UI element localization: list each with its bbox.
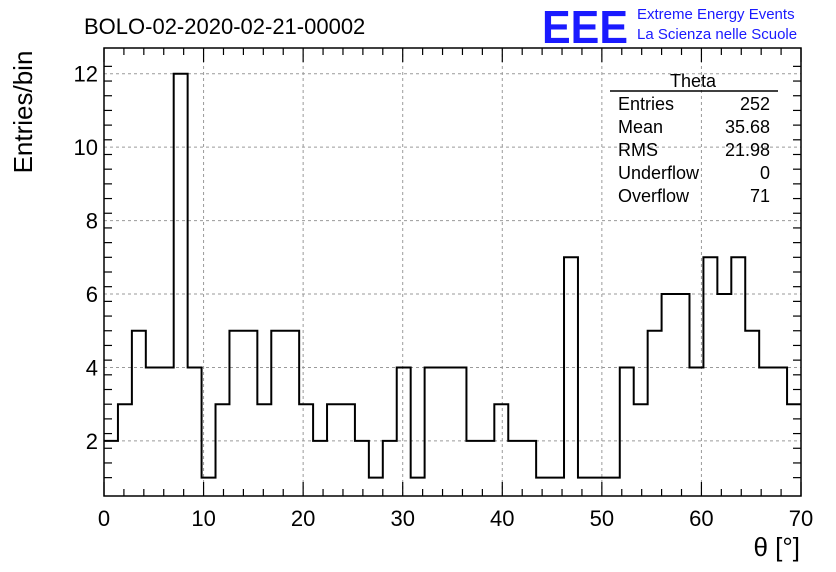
y-tick-label: 6 — [86, 282, 98, 307]
chart-title: BOLO-02-2020-02-21-00002 — [84, 14, 365, 39]
x-tick-label: 50 — [590, 506, 614, 531]
x-axis-label: θ [°] — [753, 532, 800, 562]
plot-frame — [103, 47, 802, 497]
y-tick-labels: 2 4 6 8 10 12 — [74, 62, 98, 454]
histogram-line — [104, 72, 801, 479]
brand-line-1: Extreme Energy Events — [637, 6, 795, 23]
x-tick-labels: 0 10 20 30 40 50 60 70 — [98, 506, 813, 531]
y-tick-label: 4 — [86, 355, 98, 380]
grid — [104, 48, 801, 496]
stats-box: Theta Entries 252 Mean 35.68 RMS 21.98 Underfl… — [610, 71, 778, 206]
y-tick-label: 2 — [86, 429, 98, 454]
x-tick-label: 10 — [191, 506, 215, 531]
stats-row-label: Entries — [618, 94, 674, 114]
x-tick-label: 20 — [291, 506, 315, 531]
axis-ticks — [103, 48, 802, 496]
y-axis-label: Entries/bin — [8, 51, 38, 174]
y-tick-label: 12 — [74, 62, 98, 87]
x-tick-label: 70 — [789, 506, 813, 531]
x-tick-label: 0 — [98, 506, 110, 531]
stats-row-label: Underflow — [618, 163, 700, 183]
y-tick-label: 10 — [74, 135, 98, 160]
y-tick-label: 8 — [86, 209, 98, 234]
stats-row-value: 0 — [760, 163, 770, 183]
stats-row-label: RMS — [618, 140, 658, 160]
x-tick-label: 60 — [689, 506, 713, 531]
x-tick-label: 40 — [490, 506, 514, 531]
logo-text: EEE — [542, 1, 628, 53]
x-tick-label: 30 — [390, 506, 414, 531]
brand-line-2: La Scienza nelle Scuole — [637, 26, 797, 43]
stats-row-value: 21.98 — [725, 140, 770, 160]
stats-row-label: Mean — [618, 117, 663, 137]
stats-row-value: 252 — [740, 94, 770, 114]
stats-row-label: Overflow — [618, 186, 690, 206]
stats-row-value: 35.68 — [725, 117, 770, 137]
stats-title: Theta — [670, 71, 717, 91]
eee-logo: EEE Extreme Energy Events La Scienza nel… — [542, 1, 797, 53]
stats-row-value: 71 — [750, 186, 770, 206]
